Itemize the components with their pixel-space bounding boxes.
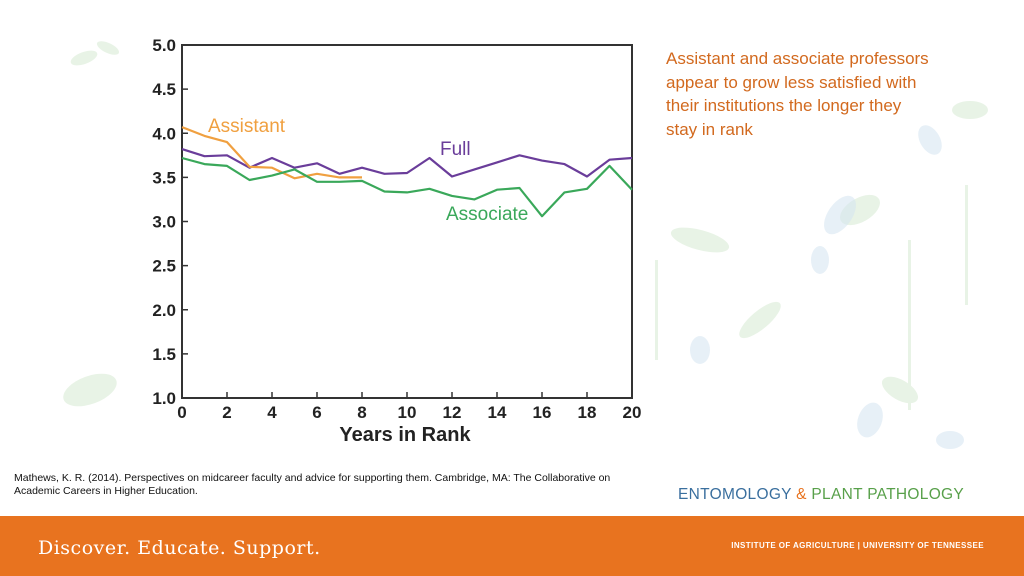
dept-name-part1: ENTOMOLOGY <box>678 486 792 503</box>
footer-institute: INSTITUTE OF AGRICULTURE | UNIVERSITY OF… <box>731 541 984 550</box>
stem-icon <box>965 185 968 305</box>
series-label-full: Full <box>440 139 471 160</box>
y-tick-label: 5.0 <box>152 36 176 55</box>
x-tick-label: 12 <box>443 403 462 422</box>
department-logo: ENTOMOLOGY & PLANT PATHOLOGY <box>678 486 964 504</box>
y-tick-label: 4.0 <box>152 124 176 143</box>
insect-icon <box>918 125 942 155</box>
series-line-assistant <box>181 126 362 180</box>
x-axis-label: Years in Rank <box>339 424 471 446</box>
insect-icon <box>811 246 829 274</box>
axis-ticks <box>181 44 633 399</box>
y-tick-label: 3.0 <box>152 213 176 232</box>
y-tick-label: 2.5 <box>152 257 176 276</box>
series-label-assistant: Assistant <box>208 116 286 137</box>
y-tick-label: 1.0 <box>152 389 176 408</box>
y-tick-label: 3.5 <box>152 168 176 187</box>
line-chart: 1.0 1.5 2.0 2.5 3.0 3.5 4.0 4.5 5.0 0 2 4 6 8 10 12 14 16… <box>152 36 641 446</box>
series-label-associate: Associate <box>446 204 528 225</box>
leaf-icon <box>952 101 988 119</box>
series-line-associate <box>181 156 633 218</box>
insect-icon <box>824 195 856 235</box>
dept-name-part2: PLANT PATHOLOGY <box>811 486 965 503</box>
citation-text: Mathews, K. R. (2014). Perspectives on m… <box>14 472 611 497</box>
x-tick-label: 8 <box>357 403 366 422</box>
x-tick-label: 18 <box>578 403 597 422</box>
leaf-icon <box>63 373 117 407</box>
leaf-icon <box>881 376 919 404</box>
dept-ampersand: & <box>796 486 807 503</box>
x-tick-label: 2 <box>222 403 231 422</box>
leaf-icon <box>70 50 98 66</box>
stem-icon <box>908 240 911 410</box>
caption-text: Assistant and associate professors appea… <box>666 49 929 139</box>
x-tick-label: 20 <box>623 403 642 422</box>
stem-icon <box>655 260 658 360</box>
insect-icon <box>857 402 883 438</box>
y-tick-label: 2.0 <box>152 301 176 320</box>
footer-tagline: Discover. Educate. Support. <box>38 537 321 559</box>
footer-bar: Discover. Educate. Support. INSTITUTE OF… <box>0 516 1024 576</box>
series-line-full <box>181 148 633 178</box>
plot-frame <box>181 44 633 399</box>
leaf-icon <box>96 41 120 55</box>
insect-icon <box>936 431 964 449</box>
x-tick-label: 0 <box>177 403 186 422</box>
leaf-icon <box>670 227 730 253</box>
y-tick-label: 4.5 <box>152 80 176 99</box>
x-tick-label: 16 <box>533 403 552 422</box>
tick-labels: 1.0 1.5 2.0 2.5 3.0 3.5 4.0 4.5 5.0 0 2 4 6 8 10 12 14 16… <box>152 36 641 422</box>
insect-icon <box>690 336 710 364</box>
series-lines <box>181 126 633 218</box>
x-tick-label: 14 <box>488 403 507 422</box>
x-tick-label: 4 <box>267 403 277 422</box>
x-tick-label: 6 <box>312 403 321 422</box>
x-tick-label: 10 <box>398 403 417 422</box>
y-tick-label: 1.5 <box>152 345 176 364</box>
leaf-icon <box>739 301 781 339</box>
